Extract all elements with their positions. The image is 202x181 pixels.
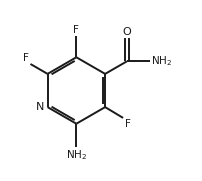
Text: F: F (124, 119, 130, 129)
Text: F: F (73, 25, 79, 35)
Text: F: F (23, 53, 28, 63)
Text: O: O (122, 27, 131, 37)
Text: NH$_2$: NH$_2$ (150, 54, 171, 68)
Text: N: N (36, 102, 44, 112)
Text: NH$_2$: NH$_2$ (65, 148, 86, 162)
